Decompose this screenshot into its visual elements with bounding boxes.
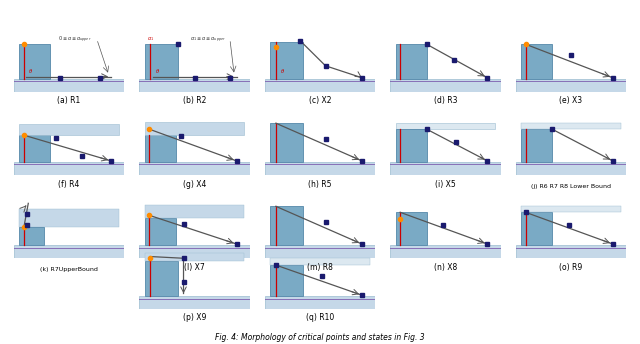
- Text: (c) X2: (c) X2: [308, 97, 332, 106]
- Text: (o) R9: (o) R9: [559, 263, 582, 272]
- Bar: [140, 79, 250, 92]
- Bar: [14, 79, 124, 92]
- Bar: [265, 296, 375, 309]
- Bar: [521, 44, 552, 79]
- Text: $\alpha_1 \leq \alpha \leq \alpha_{upper}$: $\alpha_1 \leq \alpha \leq \alpha_{upper…: [190, 35, 226, 45]
- Bar: [270, 42, 303, 79]
- Text: (m) R8: (m) R8: [307, 263, 333, 272]
- Text: (q) R10: (q) R10: [306, 313, 334, 322]
- Bar: [270, 265, 303, 296]
- Bar: [145, 205, 244, 218]
- Text: Fig. 4: Morphology of critical points and states in Fig. 3: Fig. 4: Morphology of critical points an…: [215, 333, 425, 342]
- Bar: [140, 245, 250, 258]
- Bar: [396, 44, 427, 79]
- Bar: [19, 135, 51, 162]
- Text: (f) R4: (f) R4: [58, 180, 80, 189]
- Text: (k) R7UpperBound: (k) R7UpperBound: [40, 267, 98, 272]
- Bar: [145, 135, 176, 162]
- Bar: [270, 123, 303, 162]
- Bar: [516, 162, 626, 175]
- Bar: [265, 79, 375, 92]
- Text: $0 \leq \alpha \leq \alpha_{upper}$: $0 \leq \alpha \leq \alpha_{upper}$: [58, 35, 92, 45]
- Text: (h) R5: (h) R5: [308, 180, 332, 189]
- Bar: [140, 296, 250, 309]
- Text: (a) R1: (a) R1: [58, 97, 81, 106]
- Bar: [145, 122, 244, 135]
- Bar: [521, 129, 552, 162]
- Bar: [19, 227, 44, 245]
- Bar: [145, 253, 244, 261]
- Text: (g) X4: (g) X4: [183, 180, 206, 189]
- Bar: [19, 209, 119, 227]
- Text: (j) R6 R7 R8 Lower Bound: (j) R6 R7 R8 Lower Bound: [531, 184, 611, 189]
- Bar: [390, 79, 500, 92]
- Text: $\alpha_1$: $\alpha_1$: [147, 35, 154, 43]
- Text: (e) X3: (e) X3: [559, 97, 582, 106]
- Bar: [270, 258, 370, 265]
- Bar: [521, 123, 621, 129]
- Bar: [145, 261, 178, 296]
- Text: (i) X5: (i) X5: [435, 180, 456, 189]
- Bar: [145, 218, 176, 245]
- Bar: [265, 162, 375, 175]
- Text: (l) X7: (l) X7: [184, 263, 205, 272]
- Text: $\theta$: $\theta$: [155, 67, 160, 75]
- Text: $\theta$: $\theta$: [280, 67, 285, 75]
- Bar: [14, 245, 124, 258]
- Bar: [265, 245, 375, 258]
- Bar: [390, 162, 500, 175]
- Bar: [396, 129, 427, 162]
- Bar: [521, 206, 621, 212]
- Text: (n) X8: (n) X8: [434, 263, 457, 272]
- Bar: [14, 162, 124, 175]
- Bar: [516, 245, 626, 258]
- Text: (p) X9: (p) X9: [183, 313, 206, 322]
- Bar: [516, 79, 626, 92]
- Bar: [396, 123, 495, 129]
- Text: $\theta$: $\theta$: [28, 67, 33, 75]
- Text: (d) R3: (d) R3: [434, 97, 457, 106]
- Bar: [19, 125, 119, 135]
- Bar: [396, 212, 427, 245]
- Bar: [521, 212, 552, 245]
- Bar: [19, 44, 51, 79]
- Bar: [145, 44, 178, 79]
- Text: (b) R2: (b) R2: [183, 97, 206, 106]
- Bar: [140, 162, 250, 175]
- Bar: [270, 206, 303, 245]
- Bar: [390, 245, 500, 258]
